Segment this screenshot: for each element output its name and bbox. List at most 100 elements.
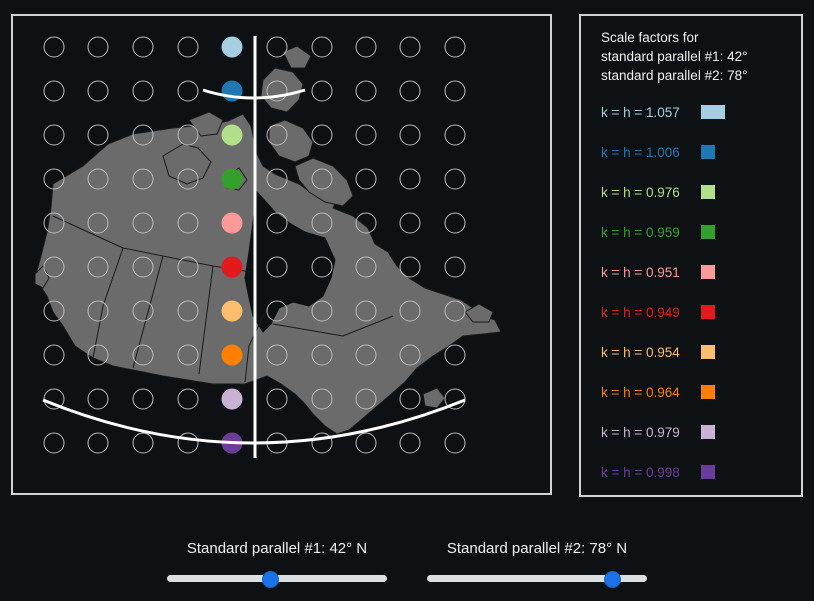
indicatrix-circle [311,80,333,102]
indicatrix-circle [87,300,109,322]
indicatrix-circle [444,300,466,322]
indicatrix-circle [399,212,421,234]
legend-item: k = h = 0.954 [601,344,791,364]
colored-indicatrix [221,300,243,322]
legend-title-line1: Scale factors for [601,30,699,45]
legend-swatch [701,305,715,319]
indicatrix-circle [311,432,333,454]
parallel2-slider-thumb[interactable] [604,571,621,588]
parallel2-slider-label: Standard parallel #2: 78° N [446,540,628,557]
colored-indicatrix [221,212,243,234]
indicatrix-circle [43,300,65,322]
indicatrix-circle [87,256,109,278]
indicatrix-circle [266,212,288,234]
indicatrix-circle [444,124,466,146]
indicatrix-circle [311,388,333,410]
parallel1-slider-thumb[interactable] [262,571,279,588]
colored-indicatrix [221,344,243,366]
indicatrix-circle [43,168,65,190]
indicatrix-circle [444,344,466,366]
indicatrix-circle [311,124,333,146]
indicatrix-circle [355,80,377,102]
colored-indicatrix [221,124,243,146]
legend-item-label: k = h = 1.057 [601,105,680,120]
indicatrix-circle [132,168,154,190]
indicatrix-circle [399,432,421,454]
indicatrix-circle [87,212,109,234]
indicatrix-circle [177,124,199,146]
indicatrix-circle [355,168,377,190]
indicatrix-circle [266,80,288,102]
legend-item-label: k = h = 0.954 [601,345,680,360]
parallel2-slider-track[interactable] [427,575,647,582]
indicatrix-circle [266,256,288,278]
indicatrix-circle [177,344,199,366]
indicatrix-circle [355,344,377,366]
indicatrix-circle [132,36,154,58]
colored-indicatrix [221,36,243,58]
indicatrix-circle [399,124,421,146]
indicatrix-circle [177,432,199,454]
indicatrix-circle [444,388,466,410]
projection-map [34,36,502,458]
indicatrix-circle [355,432,377,454]
indicatrix-circle [355,212,377,234]
parallel-lines [42,36,466,458]
legend-item: k = h = 0.949 [601,304,791,324]
colored-indicatrix [221,168,243,190]
indicatrix-circle [132,124,154,146]
indicatrix-circle [132,80,154,102]
legend-swatch [701,425,715,439]
legend-swatch [701,465,715,479]
colored-indicatrix [221,256,243,278]
indicatrix-circle [444,256,466,278]
indicatrix-circle [266,344,288,366]
indicatrix-circle [132,344,154,366]
legend-swatch [701,185,715,199]
indicatrix-circle [87,124,109,146]
legend-item: k = h = 0.959 [601,224,791,244]
indicatrix-circle [177,212,199,234]
indicatrix-circle [399,80,421,102]
indicatrix-circle [399,36,421,58]
legend-title-line2: standard parallel #1: 42° [601,49,748,64]
legend-item-label: k = h = 1.006 [601,145,680,160]
legend-swatch [701,145,715,159]
indicatrix-circle [266,124,288,146]
indicatrix-circle [311,168,333,190]
indicatrix-circle [311,256,333,278]
indicatrix-circle [177,168,199,190]
indicatrix-circle [311,344,333,366]
indicatrix-circle [311,36,333,58]
indicatrix-circle [444,212,466,234]
indicatrix-circle [444,36,466,58]
indicatrix-circle [177,80,199,102]
indicatrix-circle [311,212,333,234]
legend-swatch [701,385,715,399]
indicatrix-circle [132,212,154,234]
legend-swatch [701,225,715,239]
indicatrix-circle [444,168,466,190]
indicatrix-circle [266,388,288,410]
indicatrix-circle [266,300,288,322]
legend-item-label: k = h = 0.959 [601,225,680,240]
indicatrix-circle [43,80,65,102]
indicatrix-grid [43,36,466,454]
indicatrix-circle [355,388,377,410]
indicatrix-circle [87,168,109,190]
indicatrix-circle [444,432,466,454]
indicatrix-circle [355,124,377,146]
indicatrix-circle [43,212,65,234]
indicatrix-circle [444,80,466,102]
map-panel [11,14,552,495]
legend-item-label: k = h = 0.949 [601,305,680,320]
indicatrix-circle [87,80,109,102]
legend-item: k = h = 0.951 [601,264,791,284]
legend-item-label: k = h = 0.976 [601,185,680,200]
legend-item: k = h = 0.998 [601,464,791,484]
indicatrix-circle [177,256,199,278]
indicatrix-circle [311,300,333,322]
indicatrix-circle [43,432,65,454]
indicatrix-circle [87,344,109,366]
legend-swatch [701,265,715,279]
